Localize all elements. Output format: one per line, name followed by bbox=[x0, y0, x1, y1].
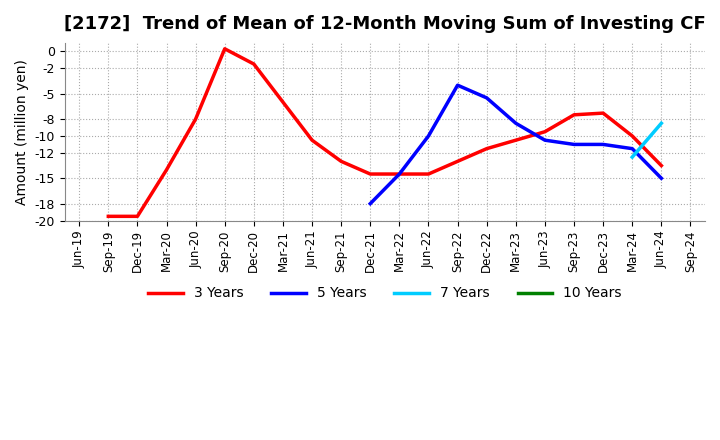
Y-axis label: Amount (million yen): Amount (million yen) bbox=[15, 59, 29, 205]
Title: [2172]  Trend of Mean of 12-Month Moving Sum of Investing CF: [2172] Trend of Mean of 12-Month Moving … bbox=[64, 15, 706, 33]
Legend: 3 Years, 5 Years, 7 Years, 10 Years: 3 Years, 5 Years, 7 Years, 10 Years bbox=[143, 281, 627, 306]
